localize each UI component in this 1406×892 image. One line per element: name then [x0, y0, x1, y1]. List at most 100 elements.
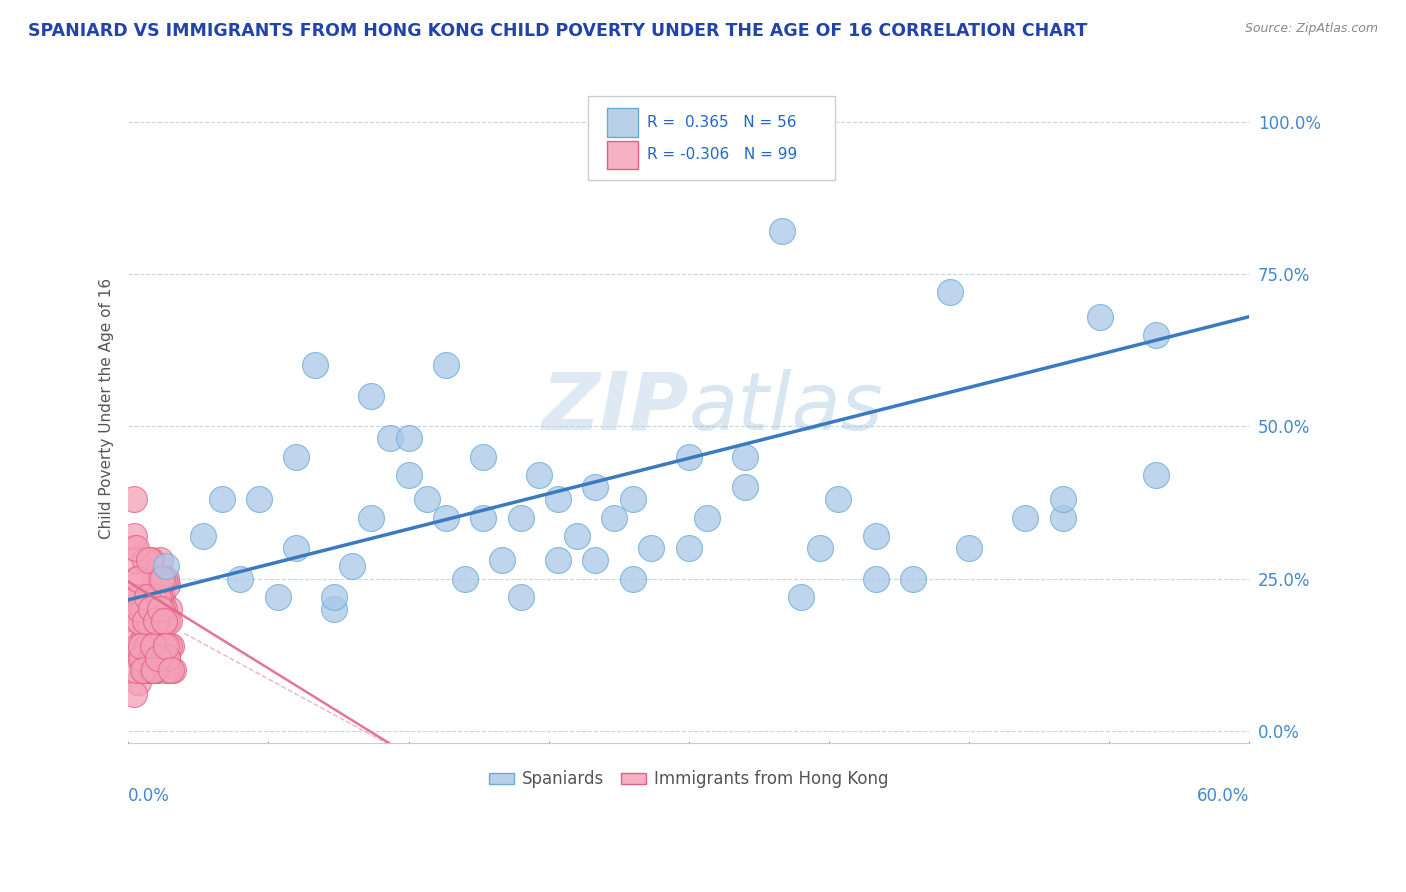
Point [472, 450, 495, 464]
Point [770, 224, 793, 238]
Point [434, 359, 457, 373]
Point [149, 553, 172, 567]
Point [122, 492, 145, 507]
Point [146, 614, 169, 628]
Point [139, 620, 162, 634]
Point [127, 639, 149, 653]
Point [132, 663, 155, 677]
Point [453, 572, 475, 586]
Point [141, 602, 163, 616]
Legend: Spaniards, Immigrants from Hong Kong: Spaniards, Immigrants from Hong Kong [482, 764, 896, 795]
Text: R =  0.365   N = 56: R = 0.365 N = 56 [647, 115, 797, 130]
Point [127, 632, 149, 647]
Bar [607, 141, 638, 169]
Point [434, 510, 457, 524]
Point [865, 529, 887, 543]
Point [491, 553, 513, 567]
Point [136, 590, 159, 604]
Point [146, 590, 169, 604]
Point [146, 632, 169, 647]
Point [150, 614, 173, 628]
Point [145, 614, 167, 628]
Point [247, 492, 270, 507]
Point [145, 602, 167, 616]
Point [734, 450, 756, 464]
Point [509, 590, 531, 604]
Point [131, 650, 153, 665]
Point [360, 510, 382, 524]
Point [1088, 310, 1111, 324]
Point [150, 602, 173, 616]
Point [150, 590, 173, 604]
Point [1052, 510, 1074, 524]
Point [152, 572, 174, 586]
Point [640, 541, 662, 555]
Point [939, 285, 962, 300]
Point [139, 663, 162, 677]
Point [134, 553, 156, 567]
Point [229, 572, 252, 586]
Point [157, 639, 180, 653]
Point [162, 663, 184, 677]
Text: atlas: atlas [689, 369, 883, 447]
Point [152, 614, 174, 628]
Point [145, 614, 167, 628]
Point [416, 492, 439, 507]
Text: Source: ZipAtlas.com: Source: ZipAtlas.com [1244, 22, 1378, 36]
Point [509, 510, 531, 524]
Point [145, 650, 167, 665]
Point [136, 614, 159, 628]
Point [322, 590, 344, 604]
Point [138, 614, 160, 628]
Point [122, 529, 145, 543]
Point [125, 541, 148, 555]
Point [122, 687, 145, 701]
Point [132, 602, 155, 616]
Point [901, 572, 924, 586]
Point [134, 614, 156, 628]
Point [156, 650, 179, 665]
Point [678, 541, 700, 555]
Point [155, 614, 177, 628]
Point [127, 675, 149, 690]
Point [191, 529, 214, 543]
Point [155, 559, 177, 574]
Point [139, 602, 162, 616]
Point [125, 553, 148, 567]
Point [790, 590, 813, 604]
Point [547, 553, 569, 567]
Point [734, 480, 756, 494]
Point [150, 650, 173, 665]
Point [141, 650, 163, 665]
Point [583, 480, 606, 494]
Point [128, 614, 150, 628]
Point [155, 572, 177, 586]
Point [865, 572, 887, 586]
FancyBboxPatch shape [588, 96, 835, 180]
Point [138, 614, 160, 628]
Point [156, 650, 179, 665]
Point [125, 572, 148, 586]
Point [132, 650, 155, 665]
Point [603, 510, 626, 524]
Text: ZIP: ZIP [541, 369, 689, 447]
Point [827, 492, 849, 507]
Point [152, 639, 174, 653]
Point [149, 639, 172, 653]
Point [150, 572, 173, 586]
Point [131, 602, 153, 616]
Point [141, 663, 163, 677]
Point [136, 639, 159, 653]
Point [285, 450, 308, 464]
Text: SPANIARD VS IMMIGRANTS FROM HONG KONG CHILD POVERTY UNDER THE AGE OF 16 CORRELAT: SPANIARD VS IMMIGRANTS FROM HONG KONG CH… [28, 22, 1087, 40]
Text: 0.0%: 0.0% [128, 787, 170, 805]
Point [149, 572, 172, 586]
Point [565, 529, 588, 543]
Point [957, 541, 980, 555]
Point [132, 632, 155, 647]
Point [322, 602, 344, 616]
Point [378, 432, 401, 446]
Point [143, 639, 166, 653]
Point [141, 590, 163, 604]
Point [143, 572, 166, 586]
